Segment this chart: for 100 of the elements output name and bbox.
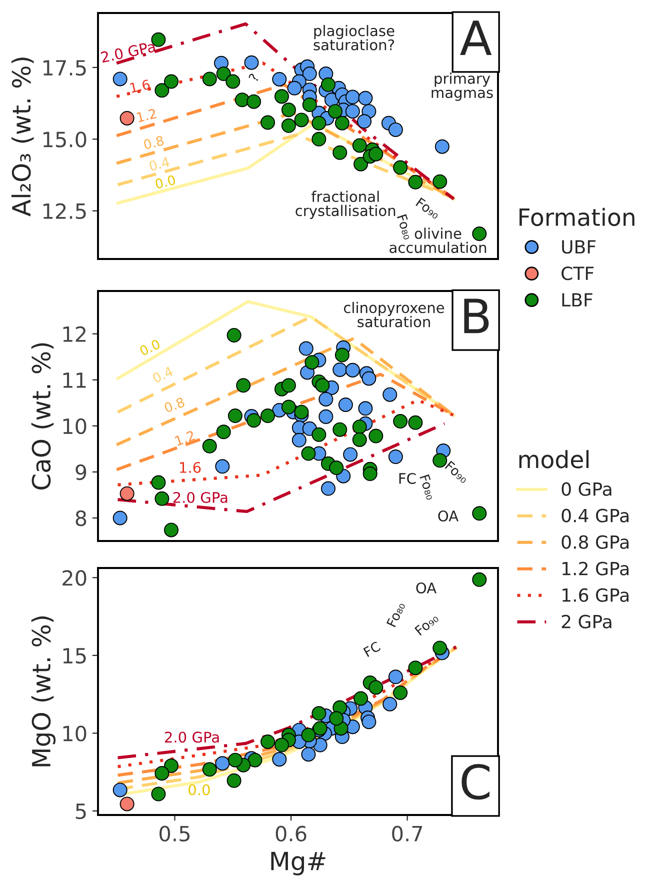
point: [164, 74, 179, 89]
point: [388, 449, 403, 464]
point: [329, 460, 344, 476]
point: [302, 66, 317, 82]
point: [382, 696, 398, 712]
annotation: OA: [438, 510, 458, 522]
point: [352, 138, 367, 153]
annotation: 2.0 GPa: [173, 492, 228, 503]
point: [315, 378, 330, 393]
x-tick-label: 0.5: [160, 826, 190, 842]
legend-label: 1.6 GPa: [562, 588, 628, 602]
point: [368, 428, 384, 444]
y-tick-label: 15: [63, 648, 86, 664]
point: [294, 404, 309, 420]
point: [272, 72, 287, 86]
x-tick-label: 0.6: [276, 826, 306, 842]
annotation: 0.0: [154, 174, 176, 190]
point: [352, 420, 367, 434]
point: [164, 522, 179, 538]
y-tick-label: 20: [62, 570, 86, 586]
point: [151, 475, 166, 490]
point: [281, 102, 296, 118]
point: [432, 640, 448, 656]
point: [362, 371, 376, 386]
annotation: Fo₈₀: [396, 214, 414, 240]
annotation: 0.0: [139, 338, 161, 356]
y-tick-label: 8: [76, 510, 86, 526]
point: [338, 397, 353, 412]
point: [362, 466, 378, 482]
point: [354, 691, 368, 706]
point: [154, 83, 170, 98]
point: [287, 80, 302, 96]
point: [301, 446, 316, 461]
legend-label: 0.8 GPa: [562, 535, 628, 549]
point: [358, 90, 373, 106]
point: [164, 758, 179, 773]
y-tick-label: 5: [76, 804, 86, 820]
y-tick-label: 15.0: [43, 132, 86, 148]
point: [408, 415, 423, 430]
point: [354, 156, 368, 172]
point: [228, 752, 242, 768]
annotation: FC: [399, 472, 416, 484]
annotation: Fo₉₀: [414, 612, 440, 636]
y-axis-title: CaO (wt. %): [31, 343, 54, 490]
point: [345, 90, 360, 104]
point: [112, 510, 128, 526]
point: [393, 685, 408, 700]
point: [246, 94, 262, 109]
point: [260, 734, 276, 749]
point: [334, 348, 350, 362]
x-axis-title: Mg#: [271, 852, 326, 876]
point: [393, 160, 408, 175]
annotation: 0.4: [152, 366, 174, 384]
point: [226, 328, 242, 342]
point: [215, 459, 230, 474]
point: [312, 132, 326, 146]
point: [272, 752, 287, 767]
point: [226, 773, 242, 788]
point: [312, 116, 326, 130]
point: [472, 572, 487, 587]
point: [408, 174, 423, 190]
chart-title: A: [460, 20, 492, 56]
annotation: 0.4: [148, 156, 170, 172]
point: [329, 711, 344, 726]
point: [202, 438, 217, 454]
legend-label: LBF: [562, 293, 592, 306]
annotation: ?: [248, 72, 260, 82]
point: [362, 714, 376, 730]
point: [274, 738, 289, 752]
annotation: 0.8: [164, 396, 186, 413]
point: [343, 447, 358, 462]
point: [345, 104, 360, 119]
annotation: clinopyroxene saturation: [344, 302, 444, 328]
point: [294, 112, 309, 128]
point: [112, 72, 128, 86]
point: [120, 796, 134, 812]
y-tick-label: 12: [63, 326, 86, 342]
point: [120, 486, 134, 501]
point: [472, 506, 487, 521]
legend-label: UBF: [562, 240, 596, 254]
y-tick-label: 10: [63, 418, 86, 434]
y-tick-label: 10: [63, 726, 86, 742]
x-tick-label: 0.7: [392, 826, 422, 842]
point: [388, 122, 403, 137]
point: [298, 341, 314, 356]
point: [302, 97, 317, 112]
point: [281, 378, 296, 393]
point: [352, 432, 367, 447]
legend-label: 1.2 GPa: [562, 562, 628, 576]
point: [301, 747, 316, 762]
y-tick-label: 12.5: [43, 203, 86, 220]
point: [215, 756, 230, 771]
point: [301, 728, 316, 742]
legend-label: 0 GPa: [562, 482, 612, 496]
point: [312, 706, 326, 721]
point: [202, 762, 217, 777]
legend-label: 2 GPa: [562, 614, 612, 628]
point: [248, 752, 262, 768]
annotation: Fo₉₀: [416, 198, 441, 220]
annotation: 1.2: [174, 430, 196, 446]
